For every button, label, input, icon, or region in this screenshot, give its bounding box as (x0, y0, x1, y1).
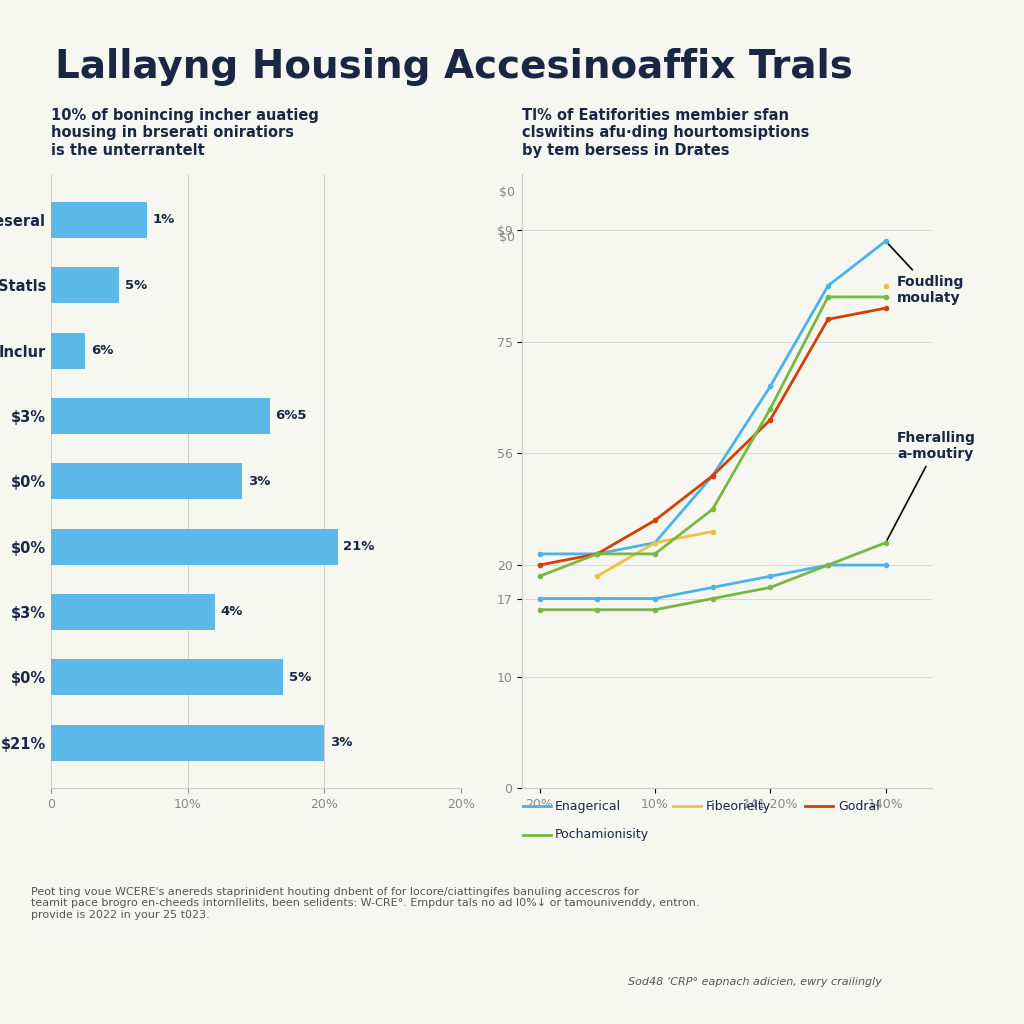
Text: Fheralling
a-moutiry: Fheralling a-moutiry (887, 431, 976, 541)
Text: 6%5: 6%5 (275, 410, 306, 423)
Text: $0: $0 (499, 231, 515, 244)
Text: 6%: 6% (91, 344, 114, 357)
Bar (51, 267, 120, 303)
Text: 3%: 3% (248, 475, 270, 487)
Text: 5%: 5% (125, 279, 147, 292)
Text: Enagerical: Enagerical (555, 800, 622, 813)
Text: 21%: 21% (343, 540, 375, 553)
Bar (51, 202, 146, 238)
Text: $0: $0 (499, 186, 515, 200)
Text: Lallayng Housing Accesinοaffix Trals: Lallayng Housing Accesinοaffix Trals (55, 47, 853, 86)
Bar (51, 725, 325, 761)
Text: Fibeorielty: Fibeorielty (706, 800, 771, 813)
Bar (51, 333, 85, 369)
Text: Foudling
moulaty: Foudling moulaty (888, 243, 965, 305)
Bar (51, 659, 284, 695)
Bar (51, 398, 269, 434)
Bar (51, 463, 243, 500)
Text: Godral: Godral (838, 800, 880, 813)
Text: Peot ting voue WCERE's anereds staprinident houting dnbent of for locore/ciattin: Peot ting voue WCERE's anereds staprinid… (31, 887, 699, 920)
Text: Pochamionisity: Pochamionisity (555, 828, 649, 841)
Text: 3%: 3% (330, 736, 352, 750)
Text: 5%: 5% (289, 671, 311, 684)
Bar (51, 594, 215, 630)
Text: Tl% of Eatiforities membier sfan
clswitins afu·ding hourtomsiptions
by tem berse: Tl% of Eatiforities membier sfan clswiti… (522, 108, 810, 158)
Bar (51, 528, 338, 564)
Text: 4%: 4% (220, 605, 243, 618)
Text: 10% of bonincing incher auatieg
housing in brserati oniratiors
is the unterrante: 10% of bonincing incher auatieg housing … (51, 108, 319, 158)
Text: Sod48 ‘CRP° eapnach adicien, ewry crailingly: Sod48 ‘CRP° eapnach adicien, ewry craili… (628, 977, 882, 987)
Text: 1%: 1% (153, 213, 174, 226)
